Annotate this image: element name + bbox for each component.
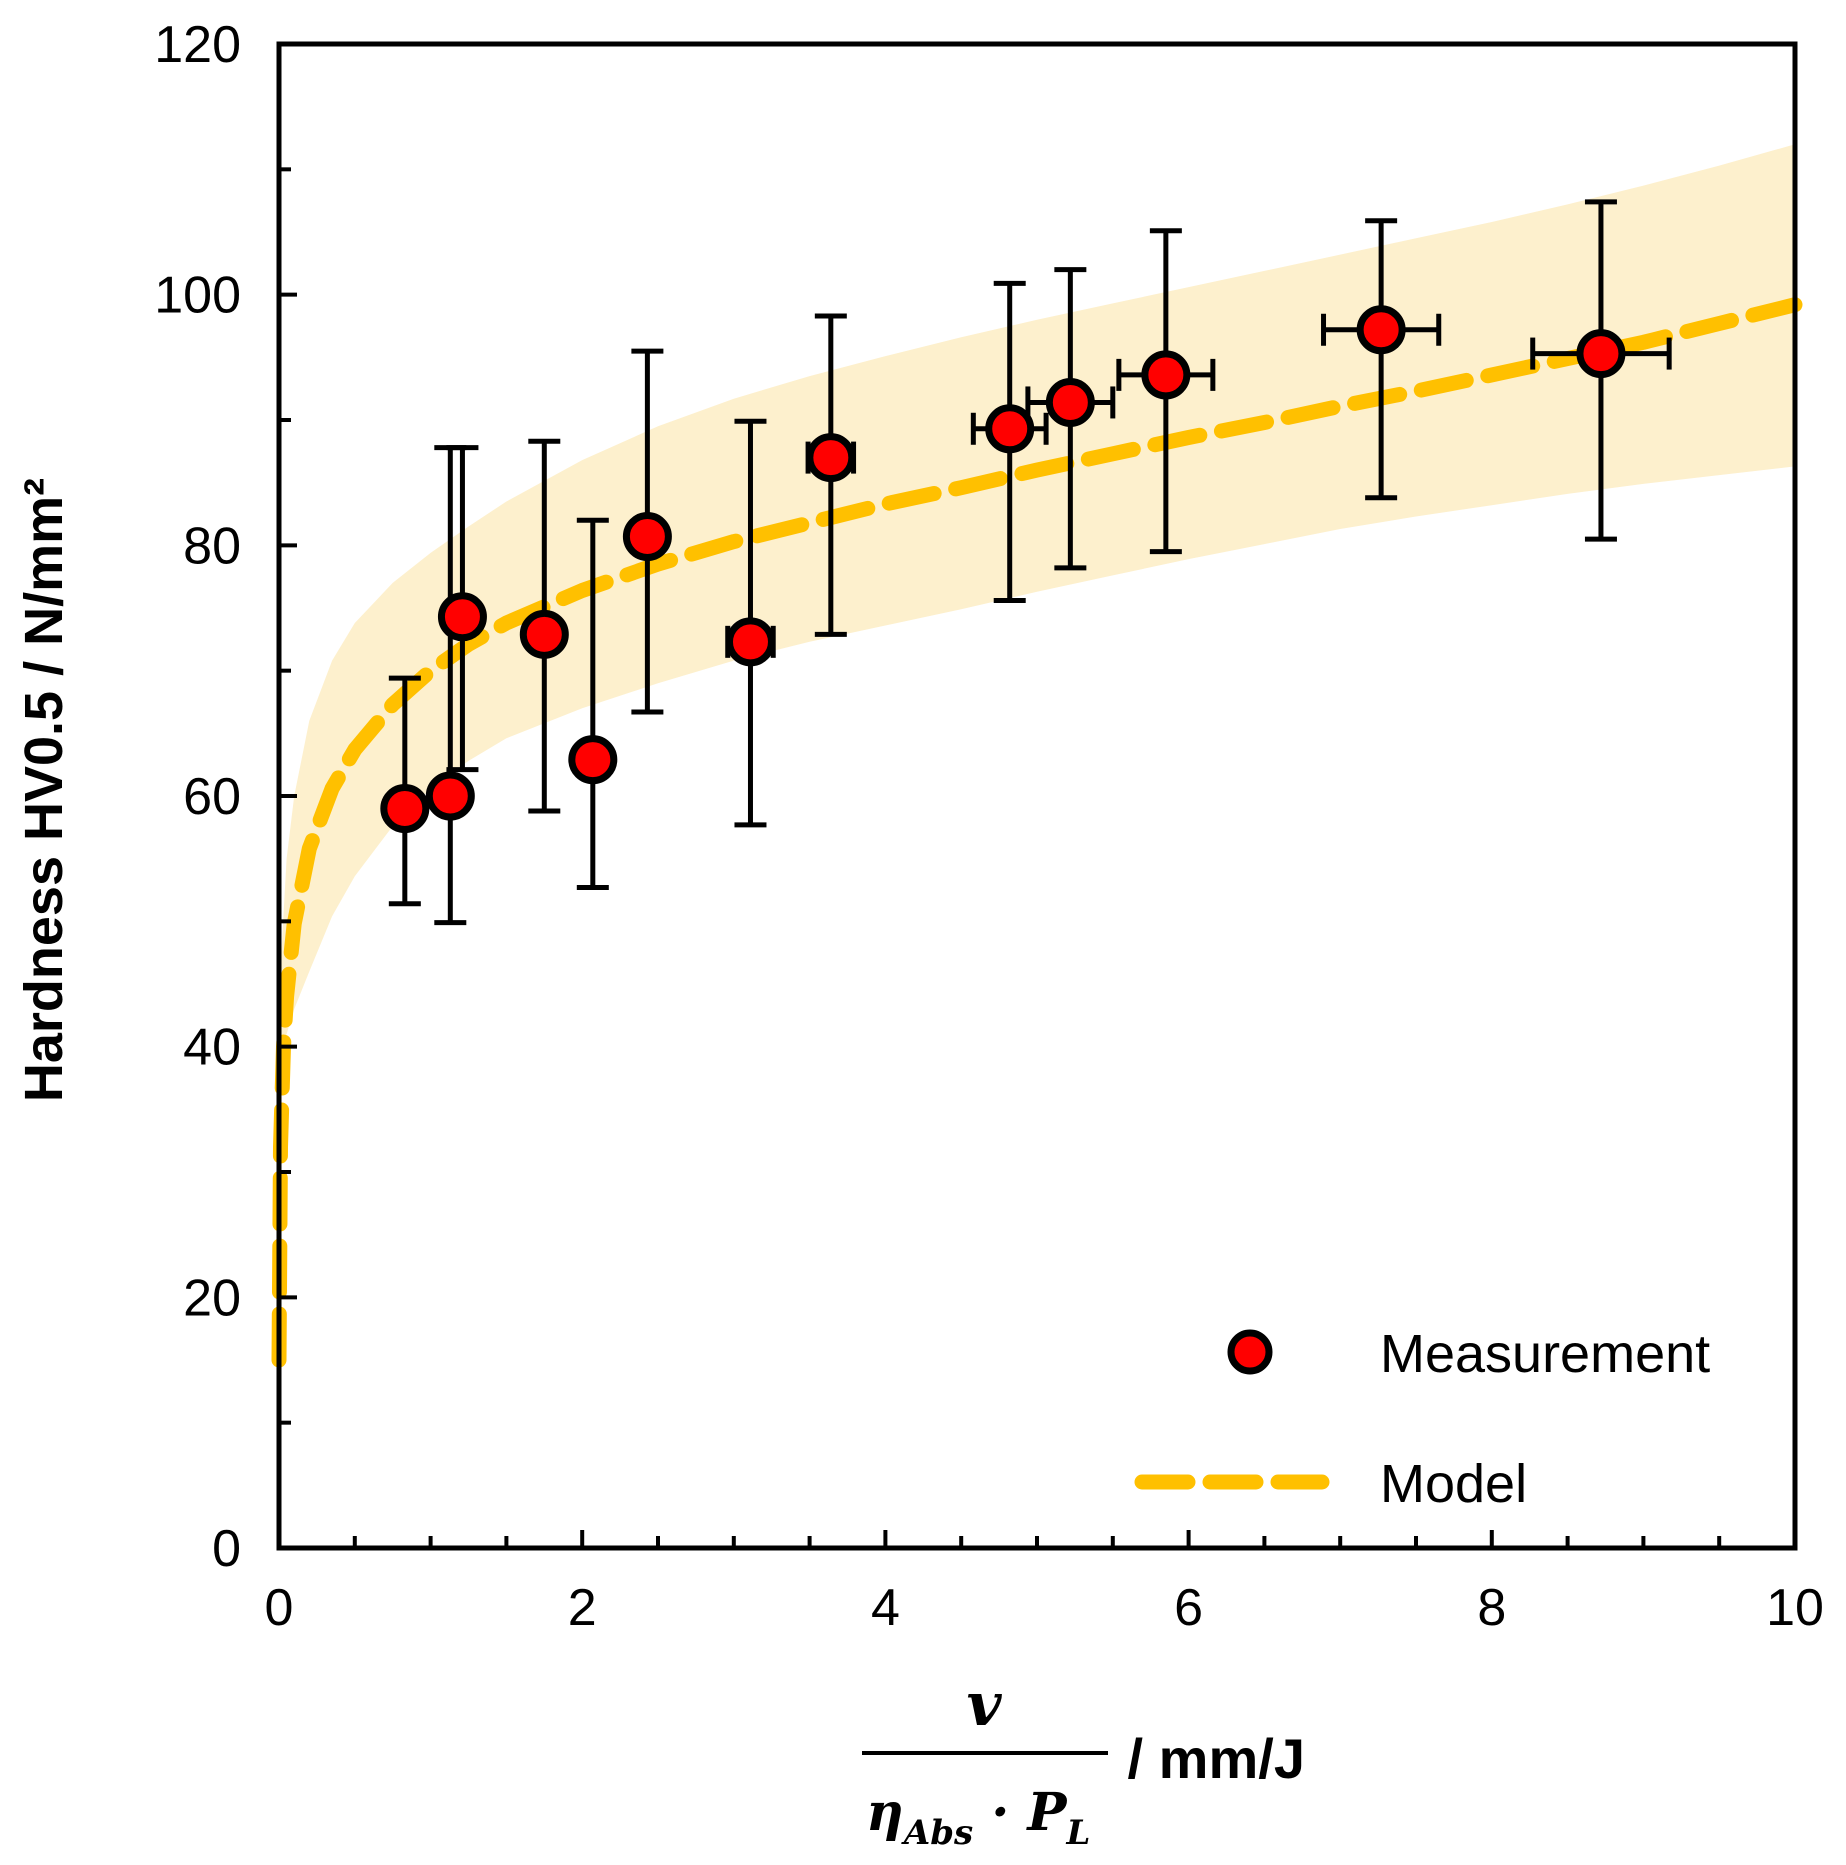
model-band-area [279,144,1795,1047]
measurement-marker [425,771,475,821]
measurement-series [380,199,1672,926]
legend-model-label: Model [1380,1454,1527,1514]
measurement-point-3 [437,445,487,773]
y-axis-label: Hardness HV0.5 / N/mm² [14,478,74,1102]
y-tick-label: 100 [154,267,241,325]
y-tick-label: 60 [183,768,241,826]
x-label-dot: · [973,1782,1027,1843]
measurement-point-13 [1530,199,1672,542]
x-label-denominator: ηAbs · PL [866,1782,1090,1853]
model-series [271,297,1803,1368]
y-tick-label: 80 [183,517,241,575]
x-tick-label: 0 [265,1579,294,1637]
x-axis: 0 2 4 6 8 10 [265,1530,1824,1637]
measurement-marker [380,784,430,834]
legend-measurement-marker [1227,1329,1273,1375]
measurement-point-2 [425,445,475,926]
x-axis-label: v ηAbs · PL / mm/J [862,1670,1305,1853]
measurement-point-5 [568,517,618,890]
x-tick-label: 4 [871,1579,900,1637]
measurement-point-10 [1025,267,1116,571]
y-tick-label: 120 [154,16,241,74]
x-label-unit: / mm/J [1112,1727,1305,1790]
model-uncertainty-band [279,144,1795,1047]
measurement-marker [622,512,672,562]
measurement-marker [725,617,775,667]
legend-measurement-label: Measurement [1380,1324,1710,1384]
measurement-marker [437,592,487,642]
measurement-marker [1356,305,1406,355]
x-label-P-sub: L [1066,1813,1091,1853]
legend: Measurement Model [1134,1324,1710,1514]
measurement-point-12 [1321,218,1442,501]
x-tick-label: 6 [1174,1579,1203,1637]
measurement-point-1 [380,675,430,907]
measurement-point-8 [805,313,857,637]
x-label-numerator: v [967,1670,1003,1740]
y-tick-label: 40 [183,1019,241,1077]
x-label-eta: η [866,1782,904,1843]
model-line [271,297,1803,1368]
x-tick-label: 2 [568,1579,597,1637]
x-tick-label: 10 [1766,1579,1824,1637]
y-tick-label: 20 [183,1269,241,1327]
measurement-marker [519,609,569,659]
x-label-eta-sub: Abs [901,1813,973,1853]
measurement-point-7 [725,418,776,828]
x-tick-label: 8 [1477,1579,1506,1637]
measurement-marker [1141,350,1191,400]
measurement-marker [985,404,1035,454]
measurement-point-9 [970,280,1049,603]
y-axis: 0 20 40 60 80 100 120 [154,16,297,1578]
measurement-point-6 [622,348,672,715]
measurement-marker [1576,329,1626,379]
measurement-marker [568,735,618,785]
measurement-marker [806,433,856,483]
x-label-P: P [1025,1782,1068,1843]
y-tick-label: 0 [212,1520,241,1578]
measurement-point-11 [1116,228,1216,555]
measurement-marker [1045,377,1095,427]
measurement-point-4 [519,438,569,814]
